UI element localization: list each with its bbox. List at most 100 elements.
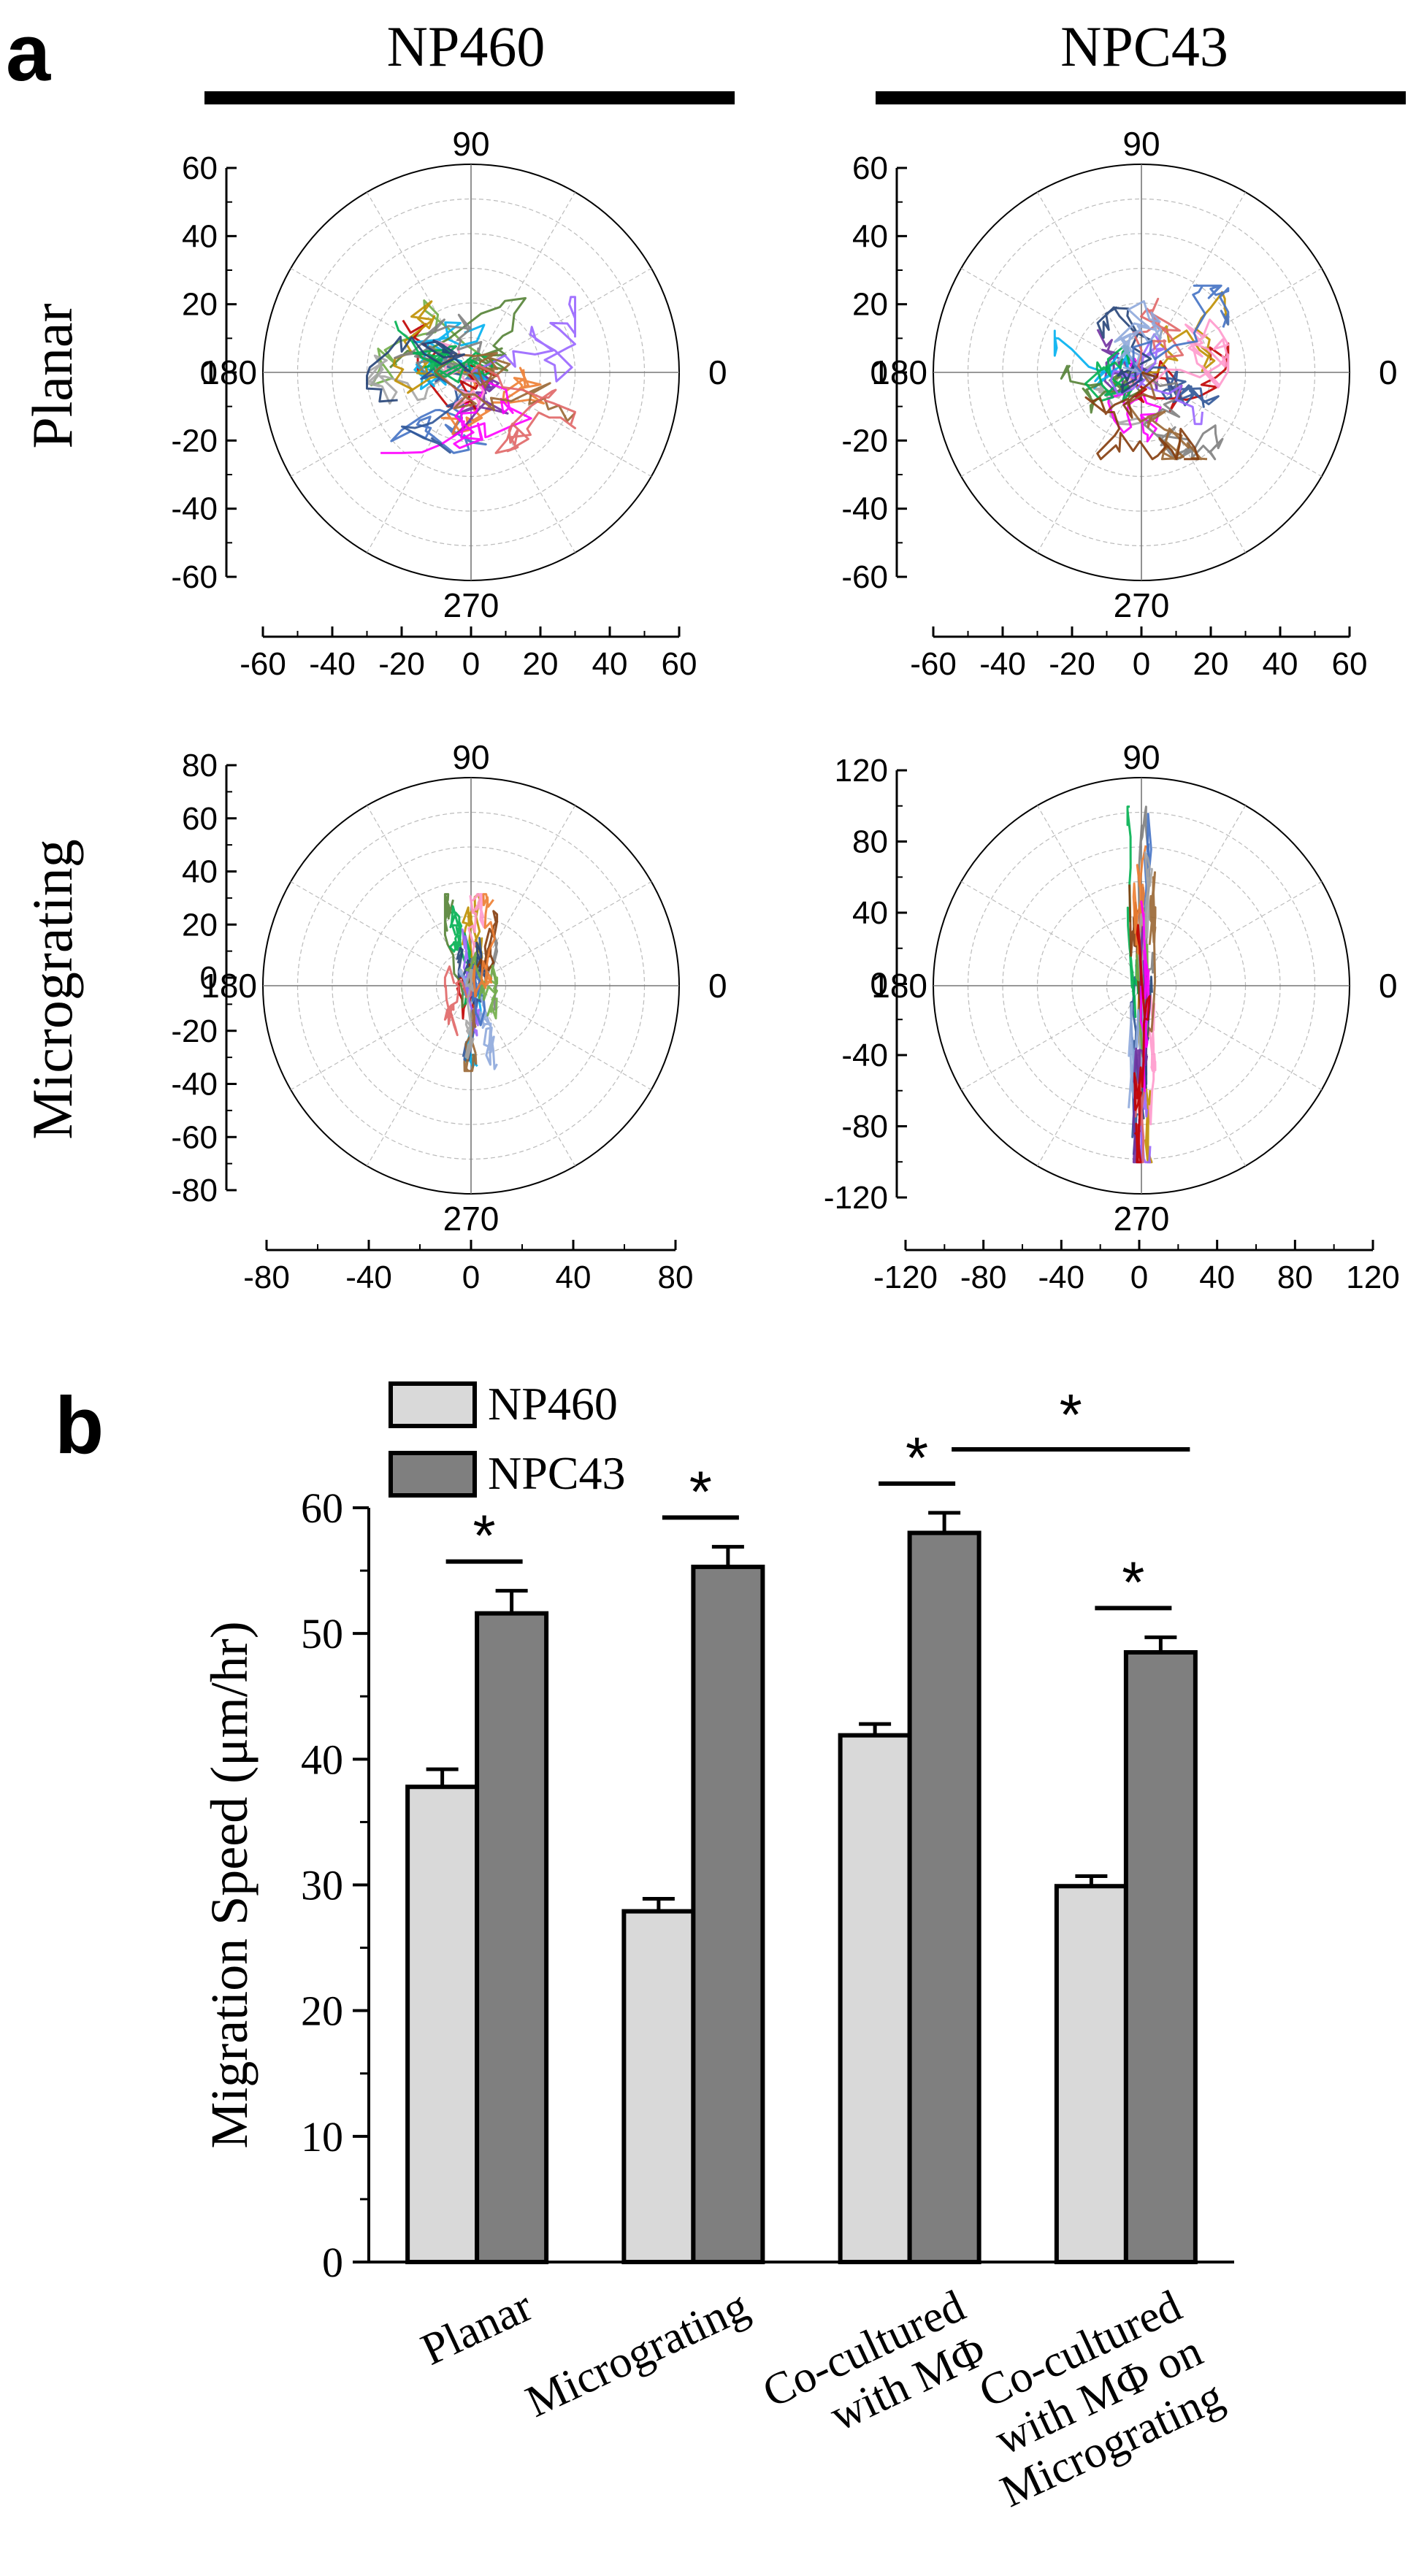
cell-trajectory [470,364,576,454]
angle-label-90: 90 [452,738,489,776]
y-tick-label: -20 [171,423,218,459]
significance-star: * [1122,1549,1144,1614]
y-tick-label: 40 [852,895,888,931]
panel-b-label: b [55,1381,104,1471]
polar-grid-spoke [470,985,576,1167]
polar-grid-spoke [960,267,1142,373]
cell-trajectory [401,363,472,454]
x-tick-label: -20 [378,646,425,682]
y-tick-label: 80 [852,824,888,860]
x-tick-label: 0 [1133,646,1150,682]
y-tick-label: 0 [200,960,218,996]
y-tick-label: 80 [182,748,218,783]
polar-grid-spoke [960,881,1142,986]
y-axis-title: Migration Speed (μm/hr) [200,1621,259,2148]
polar-grid-spoke [290,881,472,986]
polar-grid-spoke [1141,372,1323,478]
y-tick-label: -80 [171,1173,218,1208]
x-tick-label: -40 [1038,1260,1085,1295]
angle-label-180: 180 [871,967,927,1005]
y-tick-label: -40 [841,1038,888,1073]
y-tick-label: 60 [182,801,218,837]
y-tick-label: 40 [182,854,218,890]
y-tick-label: 0 [200,355,218,391]
significance-star-between: * [1060,1382,1082,1447]
x-tick-label: 60 [1332,646,1368,682]
x-tick-label: -40 [309,646,356,682]
polar-grid-spoke [1036,372,1142,553]
category-label-1: Micrograting [518,2281,756,2427]
x-tick-label: 20 [523,646,559,682]
x-tick-label: 0 [462,1260,480,1295]
cell-trajectory [464,968,475,1059]
cell-trajectory [465,951,499,1020]
x-tick-label: -60 [240,646,286,682]
angle-label-0: 0 [1379,967,1398,1005]
angle-label-90: 90 [452,125,489,163]
y-tick-label: 40 [852,218,888,254]
polar-grid-spoke [470,805,576,986]
angle-label-270: 270 [1114,1200,1170,1238]
legend: NP460 NPC43 [389,1378,626,1499]
y-tick-label: 120 [835,753,888,789]
x-tick-label: -80 [960,1260,1007,1295]
x-tick-label: -20 [1049,646,1095,682]
x-tick-label: 0 [1130,1260,1148,1295]
significance-star: * [689,1459,712,1524]
polar-grid-spoke [470,881,652,986]
x-tick-label: -40 [345,1260,392,1295]
cell-trajectory [467,893,486,986]
polar-grid-spoke [366,805,472,986]
cell-trajectory [443,893,475,1008]
bar-np460-1 [621,1909,696,2265]
cell-trajectory [470,893,496,998]
x-tick-label: -40 [979,646,1026,682]
y-tick-label: 0 [870,355,888,391]
cell-trajectory [366,335,472,403]
y-tick-label: 10 [301,2113,343,2161]
y-tick-label: 60 [852,150,888,186]
y-tick-label: 20 [182,287,218,323]
cell-trajectory [1132,297,1185,373]
polar-grid-spoke [366,191,472,373]
polar-grid-spoke [290,985,472,1091]
polar-grid-spoke [1036,985,1142,1167]
y-tick-label: 20 [852,287,888,323]
polar-grid-spoke [1036,191,1142,373]
angle-label-90: 90 [1122,125,1160,163]
polar-grid-spoke [470,191,576,373]
y-tick-label: 0 [870,967,888,1003]
polar-grid-spoke [1141,191,1247,373]
angle-label-90: 90 [1122,738,1160,776]
legend-swatch-npc43 [389,1451,477,1498]
x-tick-label: 40 [1263,646,1298,682]
y-tick-label: -40 [171,491,218,527]
polar-grid-spoke [1141,985,1323,1091]
polar-grid-spoke [290,372,472,478]
angle-label-0: 0 [708,967,727,1005]
cell-trajectory [1084,371,1200,461]
col-header-npc43-bar [876,91,1406,104]
category-label-line: Planar [414,2281,540,2375]
y-tick-label: 20 [301,1987,343,2035]
col-header-npc43: NPC43 [1060,15,1228,78]
bar-npc43-0 [475,1611,549,2265]
cell-trajectory [443,965,472,1037]
significance-star: * [473,1503,496,1568]
polar-grid-spoke [366,372,472,553]
panel-a-label: a [6,8,51,98]
angle-label-270: 270 [443,586,500,624]
cell-trajectory [470,296,576,383]
col-header-np460-bar [204,91,735,104]
y-tick-label: -60 [841,559,888,595]
legend-label-npc43: NPC43 [488,1447,626,1499]
x-tick-label: 80 [658,1260,694,1295]
polar-grid-spoke [470,985,652,1091]
y-tick-label: 60 [301,1484,343,1532]
legend-label-np460: NP460 [488,1378,618,1430]
cell-trajectory [1132,926,1149,1164]
polar-grid-spoke [1141,985,1247,1167]
y-tick-label: 40 [301,1736,343,1783]
